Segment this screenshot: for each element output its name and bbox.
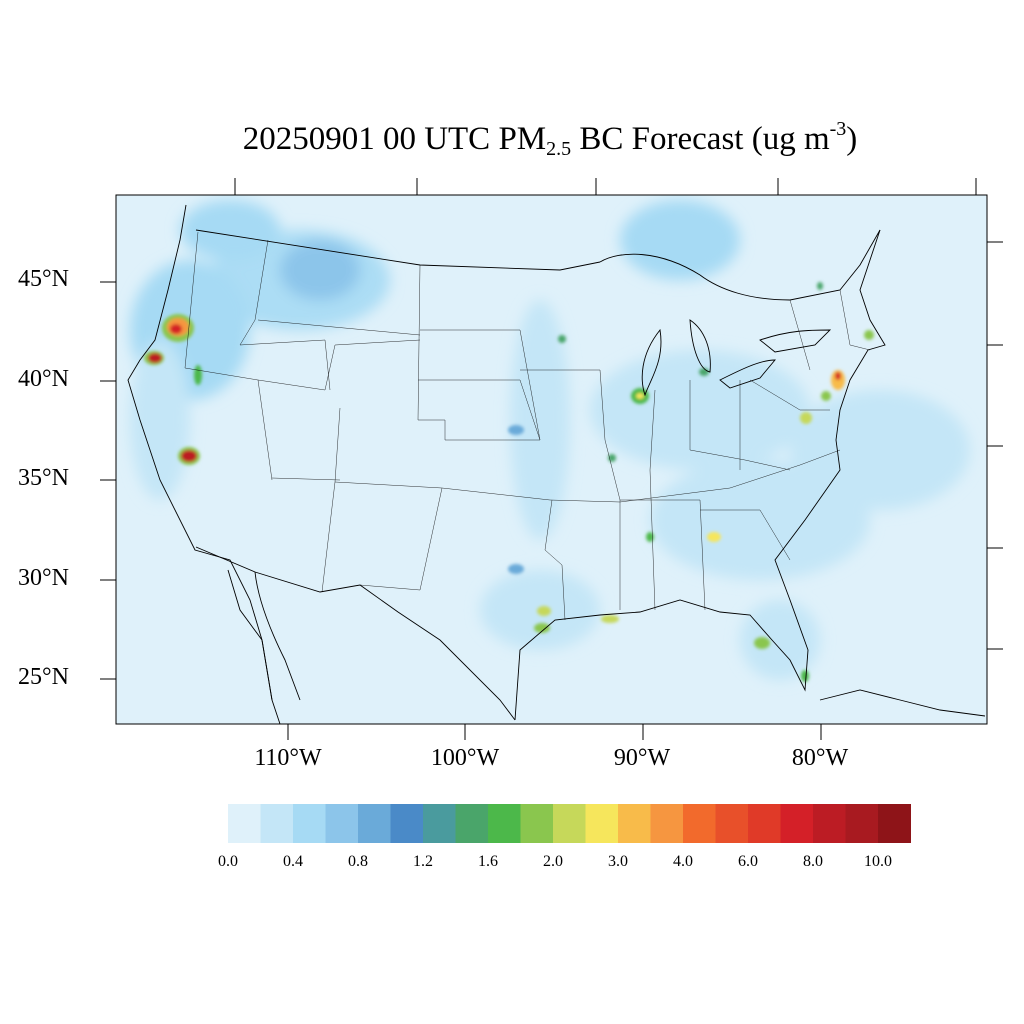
colorbar-tick-label: 8.0: [803, 853, 823, 870]
colorbar-tick-label: 4.0: [673, 853, 693, 870]
map-title: 20250901 00 UTC PM2.5 BC Forecast (ug m-…: [242, 118, 858, 160]
colorbar-tick-label: 0.8: [348, 853, 368, 870]
colorbar-swatch: [390, 804, 424, 843]
colorbar-swatch: [455, 804, 489, 843]
colorbar-swatch: [618, 804, 651, 843]
lon-label-110w: 110°W: [254, 745, 322, 771]
colorbar-tick-label: 0.0: [218, 853, 238, 870]
lat-label-45n: 45°N: [18, 266, 69, 292]
colorbar-swatch: [293, 804, 326, 843]
colorbar: [228, 804, 911, 843]
lat-label-30n: 30°N: [18, 565, 69, 591]
colorbar-swatch: [683, 804, 716, 843]
colorbar-swatch: [488, 804, 521, 843]
colorbar-tick-label: 10.0: [864, 853, 892, 870]
colorbar-swatch: [845, 804, 879, 843]
colorbar-swatch: [585, 804, 619, 843]
colorbar-swatch: [325, 804, 359, 843]
colorbar-swatch: [423, 804, 456, 843]
colorbar-tick-label: 1.2: [413, 853, 433, 870]
colorbar-tick-label: 0.4: [283, 853, 303, 870]
lat-label-40n: 40°N: [18, 366, 69, 392]
colorbar-swatch: [553, 804, 586, 843]
colorbar-tick-label: 3.0: [608, 853, 628, 870]
map-frame: [115, 194, 988, 725]
colorbar-tick-label: 1.6: [478, 853, 498, 870]
lon-label-80w: 80°W: [791, 745, 849, 771]
colorbar-swatch: [748, 804, 781, 843]
colorbar-tick-label: 2.0: [543, 853, 563, 870]
colorbar-swatch: [715, 804, 749, 843]
lon-label-90w: 90°W: [613, 745, 671, 771]
colorbar-swatch: [358, 804, 391, 843]
colorbar-swatch: [520, 804, 554, 843]
colorbar-swatch: [878, 804, 911, 843]
lat-label-35n: 35°N: [18, 465, 69, 491]
concentration-field: [116, 195, 987, 724]
colorbar-swatch: [650, 804, 684, 843]
lat-label-25n: 25°N: [18, 664, 69, 690]
colorbar-tick-label: 6.0: [738, 853, 758, 870]
colorbar-swatch: [260, 804, 294, 843]
lon-label-100w: 100°W: [430, 745, 500, 771]
coastline-and-borders: [127, 204, 986, 724]
colorbar-swatch: [780, 804, 814, 843]
state-borders: [184, 231, 871, 621]
map-ticks: [100, 178, 1003, 740]
colorbar-swatch: [228, 804, 261, 843]
colorbar-swatch: [813, 804, 846, 843]
